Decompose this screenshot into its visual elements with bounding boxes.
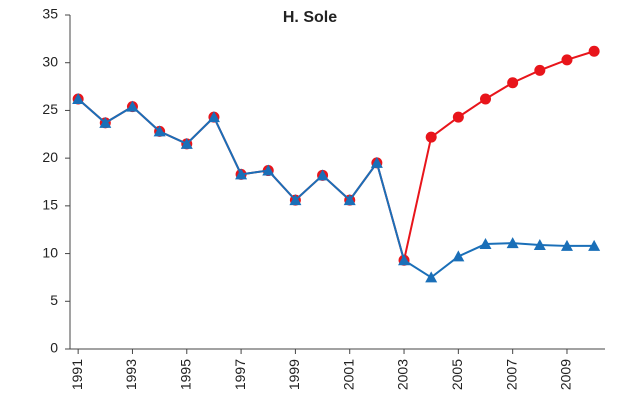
point bbox=[480, 93, 492, 105]
x-tick-label: 1997 bbox=[232, 359, 248, 390]
point bbox=[506, 237, 519, 249]
point bbox=[533, 238, 546, 250]
x-tick-label: 1995 bbox=[177, 359, 193, 390]
point bbox=[425, 271, 438, 283]
y-tick-label: 30 bbox=[42, 53, 58, 69]
y-tick-label: 15 bbox=[42, 197, 58, 213]
point bbox=[289, 194, 302, 206]
point bbox=[479, 238, 492, 250]
point bbox=[534, 64, 546, 76]
y-tick-label: 20 bbox=[42, 149, 58, 165]
y-tick-label: 0 bbox=[50, 340, 58, 356]
point bbox=[99, 116, 112, 128]
point bbox=[507, 77, 519, 89]
point bbox=[153, 125, 166, 137]
point bbox=[316, 169, 329, 181]
point bbox=[425, 131, 437, 143]
y-tick-label: 5 bbox=[50, 292, 58, 308]
point bbox=[180, 137, 193, 149]
point bbox=[452, 111, 464, 123]
x-tick-label: 1991 bbox=[69, 359, 85, 390]
point bbox=[207, 111, 220, 123]
y-tick-label: 25 bbox=[42, 101, 58, 117]
point bbox=[588, 239, 601, 251]
point bbox=[588, 45, 600, 57]
y-tick-label: 35 bbox=[42, 6, 58, 22]
point bbox=[235, 168, 248, 180]
point bbox=[370, 156, 383, 168]
x-tick-label: 2005 bbox=[449, 359, 465, 390]
point bbox=[561, 54, 573, 66]
x-tick-label: 2001 bbox=[340, 359, 356, 390]
point bbox=[560, 239, 573, 251]
x-tick-label: 1993 bbox=[123, 359, 139, 390]
chart-title: H. Sole bbox=[283, 9, 337, 26]
x-tick-label: 2003 bbox=[395, 359, 411, 390]
point bbox=[343, 194, 356, 206]
x-tick-label: 2007 bbox=[503, 359, 519, 390]
series-line bbox=[77, 98, 595, 279]
x-tick-label: 2009 bbox=[558, 359, 574, 390]
point bbox=[452, 250, 465, 262]
y-tick-label: 10 bbox=[42, 244, 58, 260]
point bbox=[398, 254, 411, 266]
point bbox=[126, 100, 139, 112]
point bbox=[72, 92, 85, 104]
point bbox=[262, 164, 275, 176]
x-tick-label: 1999 bbox=[286, 359, 302, 390]
